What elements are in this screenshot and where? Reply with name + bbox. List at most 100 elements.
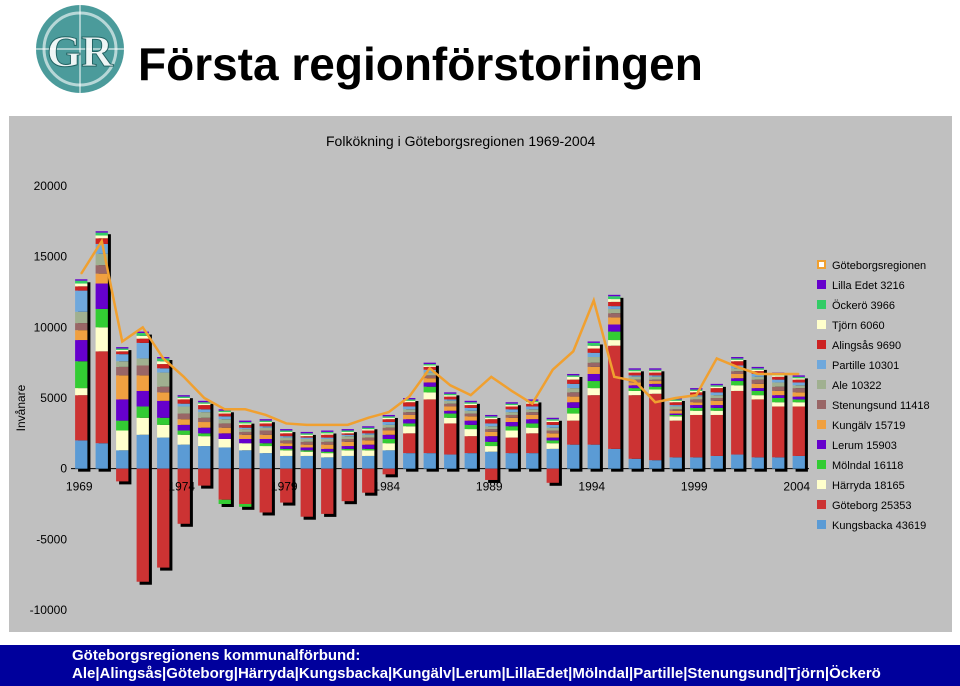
bar-1977-s0 — [239, 450, 252, 469]
legend-swatch-12 — [817, 500, 826, 509]
bar-1982-s1 — [341, 468, 354, 502]
bar-1972-s1 — [136, 468, 149, 582]
bar-1991-s12 — [526, 399, 539, 401]
bar-1982-s7 — [341, 436, 354, 439]
bar-1997-s10 — [649, 371, 662, 373]
bar-1976-s1 — [218, 468, 231, 500]
bar-1984-s7 — [382, 424, 395, 428]
bar-1974-s2 — [177, 434, 190, 445]
bar-1988-s1 — [464, 436, 477, 454]
bar-1972-s6 — [136, 365, 149, 376]
bar-1981-s8 — [321, 437, 334, 439]
bar-1996-s3 — [628, 388, 641, 391]
bar-1976-s8 — [218, 416, 231, 420]
bar-1973-s5 — [157, 392, 170, 401]
bar-1995-s6 — [608, 313, 621, 318]
bar-1996-s7 — [628, 376, 641, 380]
total-point-2004 — [797, 373, 800, 375]
bar-1985-s0 — [403, 453, 416, 469]
bar-2003-s6 — [772, 386, 785, 391]
bar-1985-s7 — [403, 409, 416, 413]
bar-1989-s6 — [485, 429, 498, 432]
bar-2001-s6 — [731, 371, 744, 374]
total-point-2003 — [777, 373, 780, 375]
bar-1994-s8 — [587, 352, 600, 358]
bar-1974-s10 — [177, 398, 190, 400]
bar-1975-s12 — [198, 400, 211, 403]
bar-1970-s7 — [95, 253, 108, 266]
bar-1978-s5 — [259, 434, 272, 439]
x-tick-label-1969: 1969 — [66, 480, 93, 494]
bar-1978-s1 — [259, 468, 272, 513]
bar-1984-s3 — [382, 438, 395, 444]
bar-2003-s5 — [772, 390, 785, 396]
bar-1989-s9 — [485, 419, 498, 424]
bar-2003-s9 — [772, 376, 785, 380]
bar-1992-s8 — [546, 424, 559, 428]
bar-1999-s3 — [690, 407, 703, 411]
total-point-1986 — [428, 367, 431, 370]
bar-1978-s7 — [259, 427, 272, 431]
bar-1975-s10 — [198, 403, 211, 406]
footer-org-name: Göteborgsregionens kommunalförbund: — [72, 647, 361, 664]
bar-2001-s5 — [731, 373, 744, 379]
y-tick-label-5: -5000 — [36, 532, 67, 546]
bar-2003-s3 — [772, 398, 785, 403]
bar-1972-s4 — [136, 390, 149, 407]
bar-1983-s7 — [362, 434, 375, 438]
x-tick-label-1984: 1984 — [373, 480, 400, 494]
bar-1976-s0 — [218, 447, 231, 469]
legend-swatch-4 — [817, 340, 826, 349]
bar-2001-s7 — [731, 368, 744, 372]
bar-1978-s4 — [259, 438, 272, 444]
bar-1996-s10 — [628, 371, 641, 373]
bar-1991-s3 — [526, 423, 539, 428]
bar-1994-s12 — [587, 341, 600, 343]
bar-2001-s10 — [731, 359, 744, 362]
bar-1982-s9 — [341, 433, 354, 435]
bar-1978-s3 — [259, 443, 272, 447]
bar-1979-s4 — [280, 446, 293, 449]
bar-1970-s8 — [95, 243, 108, 254]
bar-2001-s4 — [731, 378, 744, 382]
bar-1992-s7 — [546, 427, 559, 431]
bar-1998-s5 — [669, 410, 682, 414]
bar-1969-s3 — [75, 361, 88, 389]
bar-1988-s7 — [464, 410, 477, 414]
total-point-1990 — [510, 390, 513, 392]
population-chart: Folkökning i Göteborgsregionen 1969-2004… — [14, 133, 930, 617]
bar-1993-s4 — [567, 402, 580, 408]
bar-1986-s10 — [423, 365, 436, 367]
bar-1971-s8 — [116, 354, 129, 362]
bar-1983-s4 — [362, 444, 375, 449]
total-point-1974 — [182, 376, 185, 378]
bar-1990-s2 — [505, 430, 518, 438]
bar-1969-s10 — [75, 283, 88, 287]
bar-2004-s6 — [792, 388, 805, 393]
bar-2000-s12 — [710, 383, 723, 386]
bar-1974-s0 — [177, 444, 190, 469]
total-point-1995 — [613, 376, 616, 378]
footer-municipalities: Ale|Alingsås|Göteborg|Härryda|Kungsbacka… — [72, 665, 881, 682]
bar-1984-s0 — [382, 450, 395, 469]
bar-1994-s0 — [587, 444, 600, 469]
bar-1974-s7 — [177, 406, 190, 414]
bar-1983-s9 — [362, 430, 375, 434]
bar-1986-s7 — [423, 372, 436, 376]
bar-1983-s0 — [362, 455, 375, 469]
bar-1996-s9 — [628, 372, 641, 376]
bar-1984-s10 — [382, 417, 395, 420]
bar-1974-s1 — [177, 468, 190, 524]
bar-1997-s7 — [649, 376, 662, 380]
bar-1974-s9 — [177, 399, 190, 404]
bar-1976-s10 — [218, 412, 231, 414]
bar-1981-s1 — [321, 468, 334, 514]
bar-1971-s12 — [116, 347, 129, 349]
bar-1981-s10 — [321, 433, 334, 435]
bar-1980-s2 — [300, 451, 313, 456]
bar-2004-s10 — [792, 378, 805, 380]
bar-1998-s11 — [669, 399, 682, 401]
bar-2000-s8 — [710, 392, 723, 396]
bar-1974-s3 — [177, 430, 190, 435]
total-point-2002 — [756, 373, 759, 375]
